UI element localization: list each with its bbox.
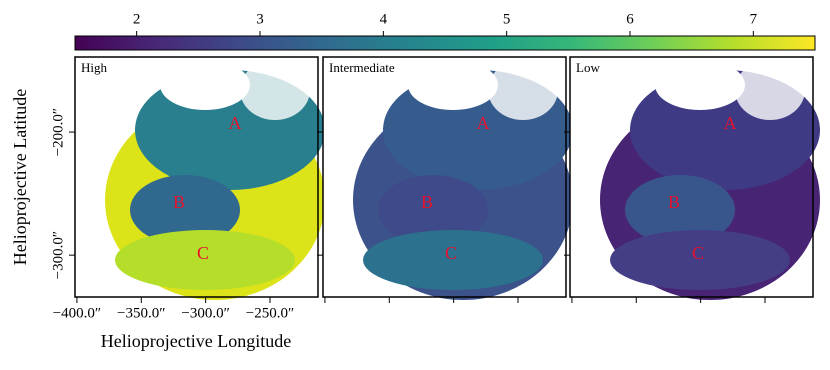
x-tick-label: −350.0″: [117, 305, 165, 321]
panel: Low A B C: [564, 56, 820, 303]
colorbar-tick-label: 5: [503, 11, 511, 27]
image-region: [160, 60, 250, 110]
panel: High A B C −400.0″ −350.0″ −300.0″ −250.0″ −200.…: [50, 56, 325, 321]
panel: Intermediate A B C: [317, 56, 573, 303]
image-region: [488, 60, 558, 120]
x-tick-label: −400.0″: [53, 305, 101, 321]
image-region: [408, 60, 498, 110]
image-mask: [323, 57, 363, 147]
panel-title: Intermediate: [329, 60, 395, 75]
image-region: [625, 175, 735, 245]
panel-frame: [322, 56, 567, 298]
panel-title: Low: [576, 60, 600, 75]
region-label: C: [445, 243, 457, 263]
colorbar-tick-label: 4: [380, 11, 388, 27]
y-tick-label: −300.0″: [50, 231, 66, 279]
image-region: [240, 60, 310, 120]
colorbar-tick-label: 6: [626, 11, 634, 27]
image-region: [130, 175, 240, 245]
image-region: [610, 230, 790, 290]
x-axis-label: Helioprojective Longitude: [101, 331, 291, 351]
image-region: [363, 230, 543, 290]
region-label: A: [724, 113, 737, 133]
region-label: A: [477, 113, 490, 133]
y-tick-label: −200.0″: [50, 108, 66, 156]
image-mask: [570, 57, 610, 147]
panel-title: High: [81, 60, 108, 75]
panel-frame: [569, 56, 814, 298]
image-region: [115, 230, 295, 290]
region-label: C: [692, 243, 704, 263]
image-mask: [75, 57, 115, 147]
image-region: [735, 60, 805, 120]
colorbar-tick-label: 3: [256, 11, 264, 27]
panel-frame: [74, 56, 319, 298]
region-label: B: [173, 192, 185, 212]
image-region: [378, 175, 488, 245]
region-label: B: [668, 192, 680, 212]
colorbar: [74, 35, 816, 51]
region-label: B: [421, 192, 433, 212]
y-axis-label: Helioprojective Latitude: [10, 89, 30, 265]
colorbar-tick-label: 2: [133, 11, 141, 27]
image-region: [655, 60, 745, 110]
x-tick-label: −250.0″: [246, 305, 294, 321]
region-label: A: [229, 113, 242, 133]
colorbar-tick-label: 7: [750, 11, 758, 27]
region-label: C: [197, 243, 209, 263]
x-tick-label: −300.0″: [181, 305, 229, 321]
